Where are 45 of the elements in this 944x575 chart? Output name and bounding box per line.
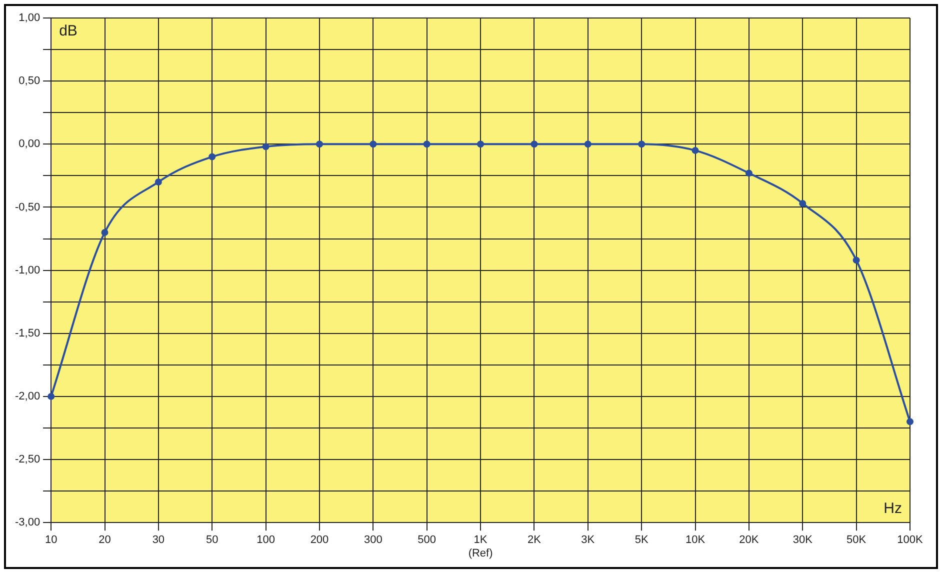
x-tick-label: 10K [685, 534, 706, 546]
x-tick-label: 300 [364, 534, 382, 546]
x-tick-label: 5K [634, 534, 649, 546]
point [101, 228, 108, 236]
point [584, 140, 592, 148]
point [316, 140, 323, 148]
y-tick-label: -2,50 [14, 454, 40, 466]
point [208, 153, 216, 160]
x-tick-label: 30K [792, 534, 814, 546]
point [48, 392, 55, 400]
x-tick-label: 2K [527, 534, 542, 546]
point [638, 140, 646, 148]
point [477, 140, 484, 148]
point [745, 170, 752, 177]
y-tick-label: -1,00 [14, 264, 40, 276]
x-tick-label: 20 [98, 534, 111, 546]
x-tick-label: 100K [897, 534, 924, 546]
point [852, 256, 860, 264]
point [530, 140, 538, 148]
x-tick-label: 3K [581, 534, 596, 546]
x-tick-label: 200 [310, 534, 329, 546]
x-tick-label: 500 [418, 534, 436, 546]
x-tick-label: 100 [256, 534, 275, 546]
point [154, 178, 162, 186]
y-tick-label: -2,00 [14, 390, 40, 402]
y-tick-label: 0,50 [18, 75, 40, 88]
y-tick-label: 0,00 [18, 138, 40, 150]
x-tick-label: 30 [152, 534, 165, 546]
x-tick-label: 50 [206, 534, 218, 546]
x-tick-label: 50K [846, 534, 867, 546]
annotation: dB [59, 22, 78, 40]
point [906, 418, 914, 426]
annotation: Hz [884, 500, 902, 518]
point [370, 140, 377, 148]
point [692, 146, 699, 154]
point [423, 140, 430, 148]
y-tick-label: 1,00 [18, 12, 40, 24]
point [262, 143, 270, 150]
x-tick-label: 10 [44, 534, 58, 546]
point [799, 200, 806, 207]
y-tick-label: -1,50 [14, 327, 40, 340]
y-tick-label: -3,00 [14, 516, 40, 529]
x-tick-label: 20K [739, 534, 760, 546]
y-tick-label: -0,50 [14, 201, 40, 214]
x-tick-label: 1K (Ref) [468, 534, 493, 560]
